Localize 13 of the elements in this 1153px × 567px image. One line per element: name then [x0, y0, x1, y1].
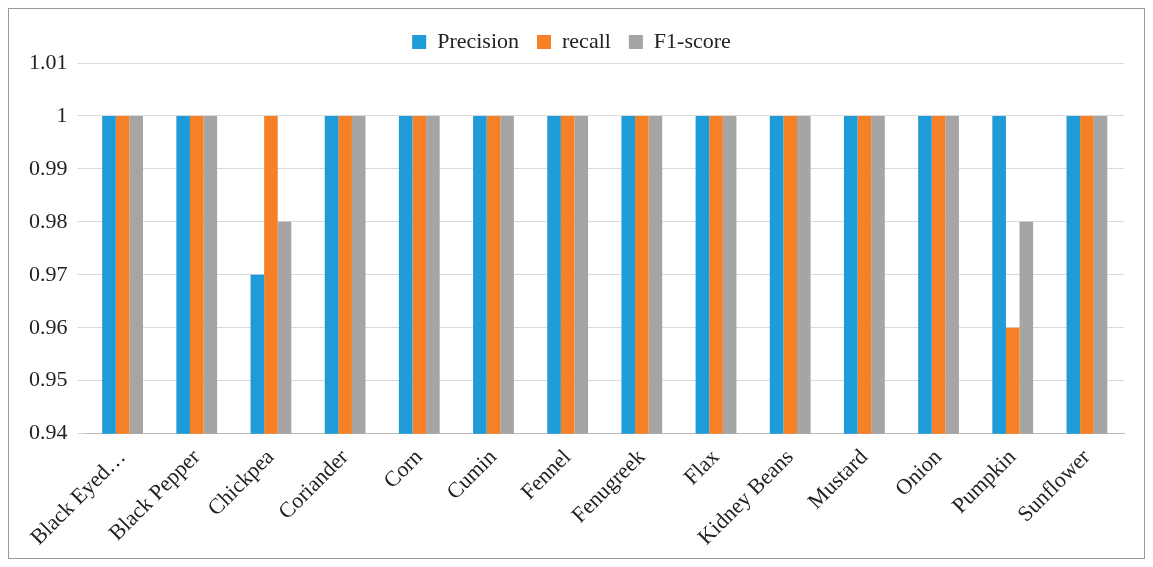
y-tick-label: 0.98	[29, 207, 68, 233]
y-tick-label: 0.94	[29, 419, 68, 445]
y-tick-label: 0.96	[29, 313, 68, 339]
x-tick-label: Corn	[378, 443, 427, 493]
y-tick-label: 0.95	[29, 366, 68, 392]
legend-label: F1-score	[653, 27, 731, 53]
x-tick-label: Flax	[678, 443, 724, 490]
legend-label: Precision	[437, 27, 520, 53]
y-tick-label: 1.01	[29, 48, 68, 74]
y-tick-label: 1	[56, 101, 68, 127]
legend-label: recall	[562, 27, 611, 53]
y-tick-label: 0.97	[29, 260, 68, 286]
y-tick-label: 0.99	[29, 154, 68, 180]
